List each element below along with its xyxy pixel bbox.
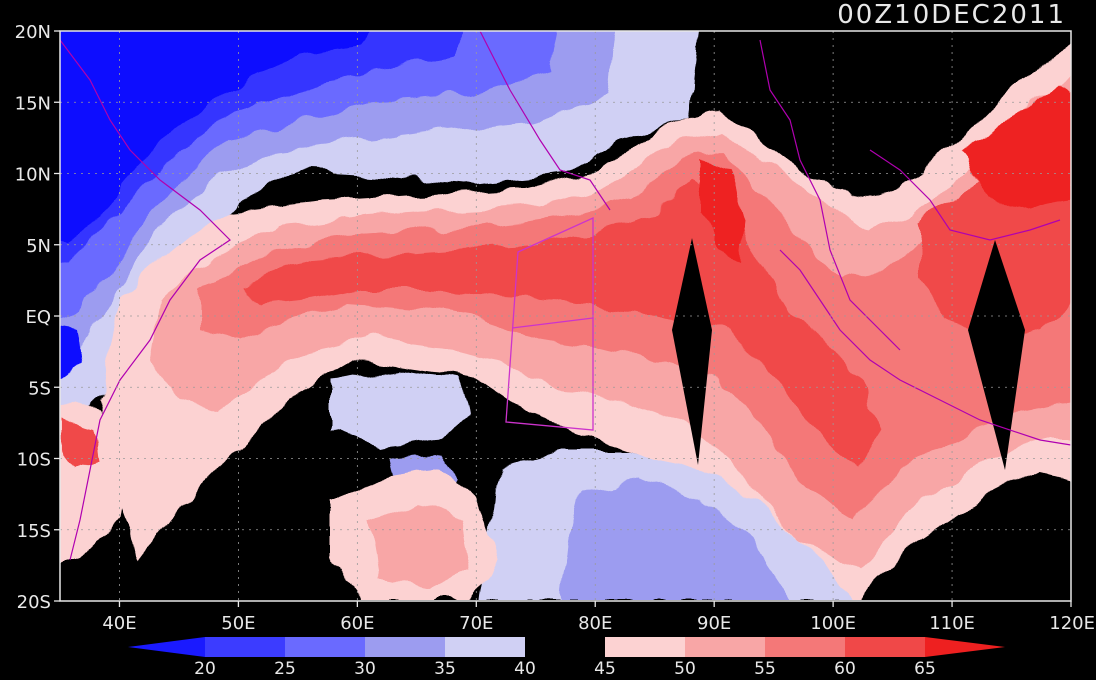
colorbar-segment <box>525 637 605 657</box>
field-red-light-south <box>370 500 470 590</box>
coastlines <box>60 31 1071 561</box>
colorbar-segment <box>765 637 845 657</box>
lon-tick-label: 90E <box>697 613 731 634</box>
lat-tick-label: 20N <box>15 22 51 43</box>
colorbar-segment <box>605 637 685 657</box>
field-blue-light-south <box>560 480 790 600</box>
colorbar-segment <box>285 637 365 657</box>
missing-data-wedge-center <box>672 238 712 465</box>
colorbar-arrow-low <box>128 637 205 657</box>
longitude-axis: 40E 50E 60E 70E 80E 90E 100E 110E 120E <box>102 601 1095 634</box>
lon-tick-label: 60E <box>340 613 374 634</box>
latitude-axis: 20N 15N 10N 5N EQ 5S 10S 15S 20S <box>15 22 60 613</box>
colorbar-label: 35 <box>434 659 456 679</box>
field-blue-extreme-patch <box>60 325 80 380</box>
lat-tick-label: 15S <box>17 521 51 542</box>
lon-tick-label: 120E <box>1049 613 1095 634</box>
lon-tick-label: 70E <box>459 613 493 634</box>
lon-tick-label: 80E <box>578 613 612 634</box>
valid-time-label: 00Z10DEC2011 <box>837 0 1066 30</box>
lon-tick-label: 100E <box>810 613 856 634</box>
missing-data-wedge-east <box>968 240 1025 470</box>
field-red-extreme-east <box>960 80 1071 210</box>
colorbar-segment <box>685 637 765 657</box>
lat-tick-label: 10N <box>15 165 51 186</box>
lon-tick-label: 110E <box>929 613 975 634</box>
colorbar-segment <box>365 637 445 657</box>
field-blue-extreme-north <box>60 31 372 240</box>
colorbar: 20 25 30 35 40 45 50 55 60 65 <box>128 637 1005 679</box>
colorbar-label: 60 <box>834 659 856 679</box>
colorbar-label: 65 <box>914 659 936 679</box>
lon-tick-label: 40E <box>102 613 136 634</box>
field-red-dark-band <box>240 180 880 470</box>
lat-tick-label: EQ <box>25 307 51 328</box>
colorbar-label: 20 <box>194 659 216 679</box>
colorbar-segment <box>845 637 925 657</box>
colorbar-label: 50 <box>674 659 696 679</box>
grid-lines <box>60 31 1071 601</box>
colorbar-label: 55 <box>754 659 776 679</box>
lat-tick-label: 20S <box>17 592 51 613</box>
lon-tick-label: 50E <box>221 613 255 634</box>
outline-region <box>505 216 594 431</box>
field-blue-pale-mid <box>330 370 470 450</box>
colorbar-label: 25 <box>274 659 296 679</box>
colorbar-label: 40 <box>514 659 536 679</box>
lat-tick-label: 10S <box>17 450 51 471</box>
field-layers <box>60 31 1071 601</box>
lat-tick-label: 5S <box>28 378 51 399</box>
colorbar-arrow-high <box>925 637 1005 657</box>
colorbar-label: 30 <box>354 659 376 679</box>
lat-tick-label: 15N <box>15 93 51 114</box>
colorbar-segment <box>205 637 285 657</box>
colorbar-segment <box>445 637 525 657</box>
field-red-extreme-center <box>700 160 745 260</box>
colorbar-label: 45 <box>594 659 616 679</box>
lat-tick-label: 5N <box>26 236 51 257</box>
field-red-dark-southwest <box>60 420 100 470</box>
